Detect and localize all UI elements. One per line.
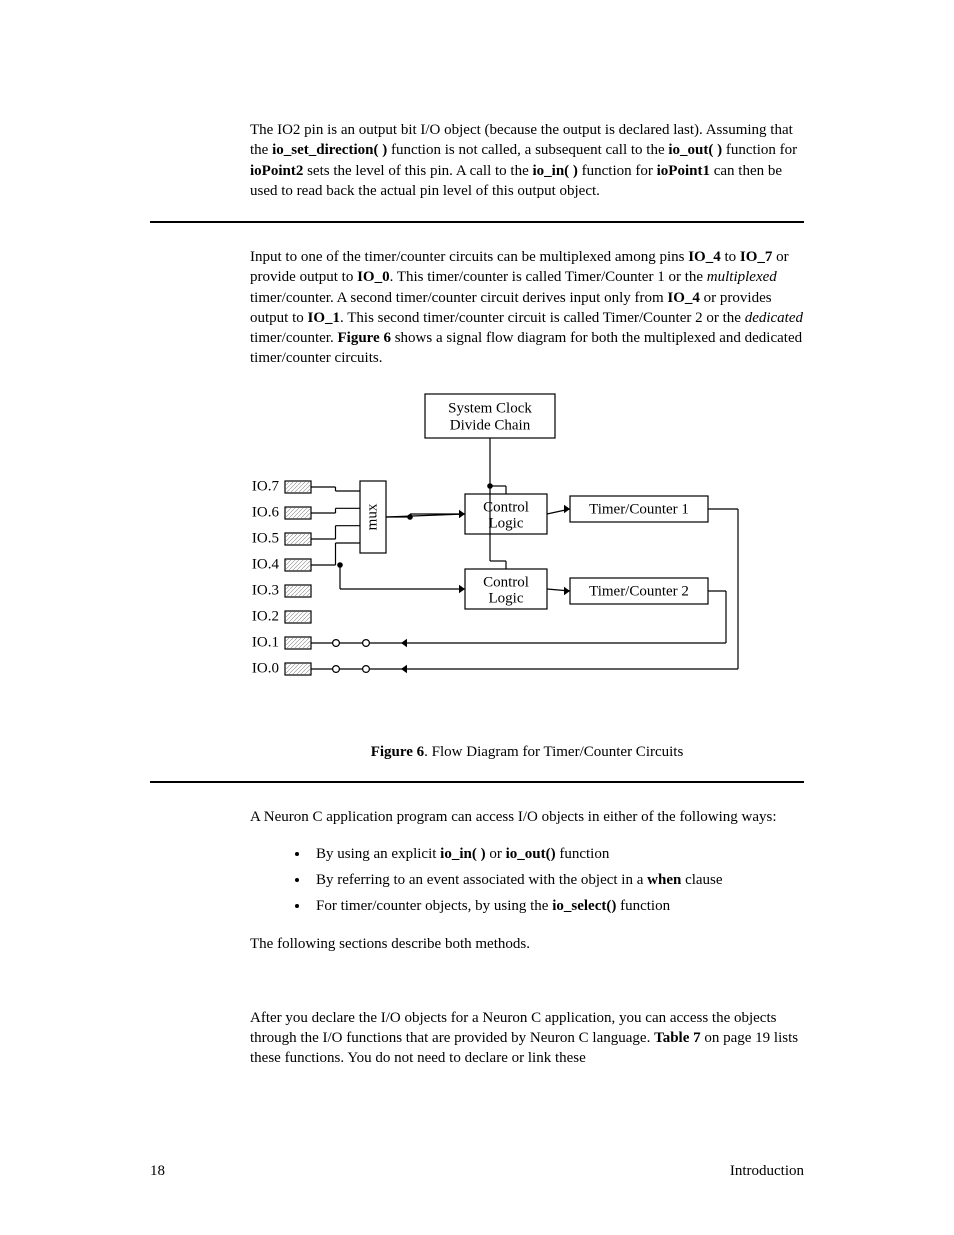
caption-label: Figure 6	[371, 744, 424, 760]
text: timer/counter.	[250, 330, 337, 346]
svg-text:Control: Control	[483, 574, 529, 590]
text: to	[721, 249, 740, 265]
figure-caption: Figure 6. Flow Diagram for Timer/Counter…	[150, 744, 804, 761]
svg-text:Timer/Counter 1: Timer/Counter 1	[589, 501, 689, 517]
code-ref: io_in( )	[440, 846, 485, 862]
svg-text:IO.1: IO.1	[252, 634, 279, 650]
code-ref: io_out( )	[668, 142, 722, 158]
flow-diagram-svg: System ClockDivide ChainmuxControlLogicC…	[250, 389, 740, 719]
list-item: By using an explicit io_in( ) or io_out(…	[310, 841, 804, 867]
text: . This second timer/counter circuit is c…	[340, 310, 745, 326]
paragraph-1: The IO2 pin is an output bit I/O object …	[150, 120, 804, 201]
emphasis: multiplexed	[707, 269, 777, 285]
svg-text:IO.3: IO.3	[252, 582, 279, 598]
text: . This timer/counter is called Timer/Cou…	[390, 269, 707, 285]
code-ref: io_out()	[506, 846, 556, 862]
svg-text:Logic: Logic	[489, 590, 524, 606]
figure-6: System ClockDivide ChainmuxControlLogicC…	[150, 389, 804, 724]
section-name: Introduction	[730, 1163, 804, 1180]
code-ref: IO_7	[740, 249, 773, 265]
text: function is not called, a subsequent cal…	[387, 142, 668, 158]
page-number: 18	[150, 1163, 165, 1180]
code-ref: io_select()	[552, 898, 616, 914]
code-ref: io_in( )	[532, 163, 577, 179]
text: or	[486, 846, 506, 862]
text: function	[556, 846, 610, 862]
code-ref: IO_0	[357, 269, 390, 285]
paragraph-2: Input to one of the timer/counter circui…	[150, 247, 804, 369]
divider	[150, 221, 804, 223]
table-ref: Table 7	[654, 1030, 701, 1046]
spacer	[150, 968, 804, 1008]
code-ref: when	[647, 872, 681, 888]
text: sets the level of this pin. A call to th…	[303, 163, 532, 179]
list-item: By referring to an event associated with…	[310, 867, 804, 893]
code-ref: IO_4	[667, 290, 700, 306]
svg-text:System Clock: System Clock	[448, 400, 532, 416]
code-ref: IO_1	[308, 310, 341, 326]
page-footer: 18 Introduction	[150, 1163, 804, 1180]
code-ref: io_set_direction( )	[272, 142, 387, 158]
text: clause	[681, 872, 722, 888]
page: The IO2 pin is an output bit I/O object …	[0, 0, 954, 1235]
text: Input to one of the timer/counter circui…	[250, 249, 688, 265]
svg-text:Divide Chain: Divide Chain	[450, 417, 531, 433]
svg-text:Timer/Counter 2: Timer/Counter 2	[589, 583, 689, 599]
code-ref: ioPoint1	[657, 163, 710, 179]
svg-text:IO.2: IO.2	[252, 608, 279, 624]
text: function for	[578, 163, 657, 179]
text: For timer/counter objects, by using the	[316, 898, 552, 914]
text: timer/counter. A second timer/counter ci…	[250, 290, 667, 306]
caption-text: . Flow Diagram for Timer/Counter Circuit…	[424, 744, 683, 760]
text: function	[616, 898, 670, 914]
list-item: For timer/counter objects, by using the …	[310, 893, 804, 919]
code-ref: ioPoint2	[250, 163, 303, 179]
svg-text:mux: mux	[364, 503, 380, 530]
paragraph-3: A Neuron C application program can acces…	[150, 807, 804, 827]
text: function for	[722, 142, 797, 158]
svg-text:IO.6: IO.6	[252, 504, 280, 520]
svg-text:IO.7: IO.7	[252, 478, 280, 494]
paragraph-5: After you declare the I/O objects for a …	[150, 1008, 804, 1069]
paragraph-4: The following sections describe both met…	[150, 934, 804, 954]
svg-text:IO.5: IO.5	[252, 530, 279, 546]
svg-text:IO.4: IO.4	[252, 556, 280, 572]
bullet-list: By using an explicit io_in( ) or io_out(…	[150, 841, 804, 920]
emphasis: dedicated	[745, 310, 803, 326]
figure-ref: Figure 6	[337, 330, 390, 346]
text: By referring to an event associated with…	[316, 872, 647, 888]
divider	[150, 781, 804, 783]
code-ref: IO_4	[688, 249, 721, 265]
text: By using an explicit	[316, 846, 440, 862]
svg-text:Logic: Logic	[489, 515, 524, 531]
svg-text:IO.0: IO.0	[252, 660, 279, 676]
